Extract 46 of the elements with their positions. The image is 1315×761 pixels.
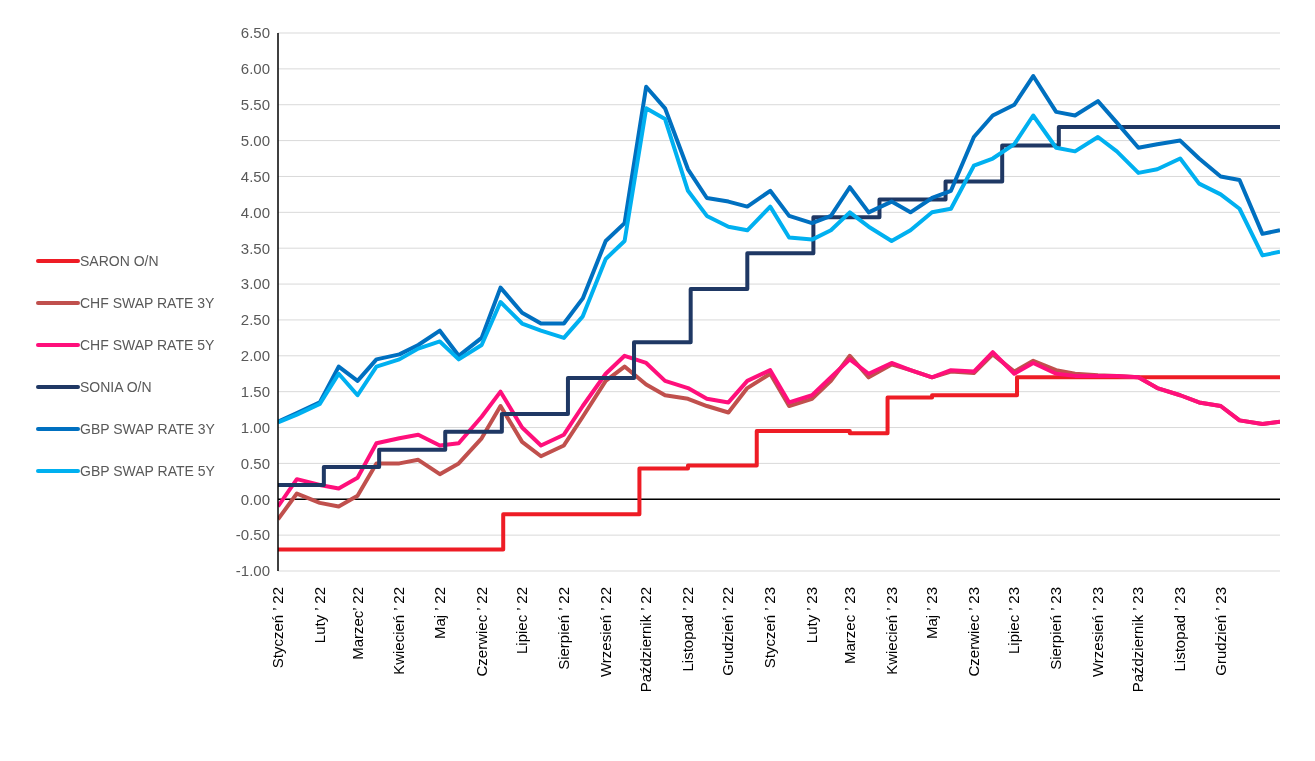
y-tick-label: 0.00 (240, 490, 270, 508)
y-tick-label: -1.00 (235, 562, 270, 580)
x-tick-label: Czerwiec ’ 23 (964, 587, 982, 677)
legend-label: GBP SWAP RATE 5Y (80, 463, 215, 479)
y-tick-label: 2.50 (240, 311, 270, 329)
y-tick-label: 4.50 (240, 167, 270, 185)
y-tick-label: -0.50 (235, 526, 270, 544)
x-tick-label: Wrzesień ’ 22 (596, 587, 614, 678)
y-tick-label: 5.00 (240, 131, 270, 149)
x-tick-label: Listopad ’ 23 (1171, 587, 1189, 672)
x-tick-label: Kwiecień ’ 23 (882, 587, 900, 675)
y-tick-label: 4.00 (240, 203, 270, 221)
y-tick-label: 6.50 (240, 24, 270, 42)
x-tick-label: Marzec’ 22 (348, 587, 366, 660)
y-tick-label: 5.50 (240, 96, 270, 114)
x-tick-label: Październik ’ 22 (637, 587, 655, 693)
x-tick-label: Sierpień ’ 23 (1047, 587, 1065, 670)
x-tick-label: Wrzesień ’ 23 (1088, 587, 1106, 678)
legend-label: SONIA O/N (80, 379, 152, 395)
y-tick-label: 3.50 (240, 239, 270, 257)
y-tick-label: 1.50 (240, 382, 270, 400)
x-tick-label: Listopad ’ 22 (678, 587, 696, 672)
legend-label: SARON O/N (80, 253, 159, 269)
x-tick-label: Sierpień ’ 22 (554, 587, 572, 670)
x-tick-label: Styczeń ’ 23 (761, 587, 779, 669)
y-tick-label: 2.00 (240, 347, 270, 365)
legend-label: GBP SWAP RATE 3Y (80, 421, 215, 437)
y-tick-label: 6.00 (240, 60, 270, 78)
y-tick-label: 3.00 (240, 275, 270, 293)
legend-label: CHF SWAP RATE 3Y (80, 295, 215, 311)
x-tick-label: Październik ’ 23 (1129, 587, 1147, 693)
x-tick-label: Maj ’ 22 (430, 587, 448, 639)
x-tick-label: Grudzień ’ 23 (1211, 587, 1229, 676)
x-tick-label: Styczeń ’ 22 (269, 587, 286, 669)
x-tick-label: Kwiecień ’ 22 (390, 587, 408, 675)
x-tick-label: Lipiec ’ 23 (1005, 587, 1023, 654)
x-tick-label: Marzec ’ 23 (840, 587, 858, 664)
x-tick-label: Luty ’ 23 (803, 587, 821, 644)
legend-label: CHF SWAP RATE 5Y (80, 337, 215, 353)
x-tick-label: Lipiec ’ 22 (513, 587, 531, 654)
x-tick-label: Luty ’ 22 (310, 587, 328, 644)
x-tick-label: Maj ’ 23 (923, 587, 941, 639)
x-tick-label: Czerwiec ’ 22 (472, 587, 490, 677)
y-tick-label: 1.00 (240, 418, 270, 436)
x-tick-label: Grudzień ’ 22 (719, 587, 737, 676)
y-tick-label: 0.50 (240, 454, 270, 472)
